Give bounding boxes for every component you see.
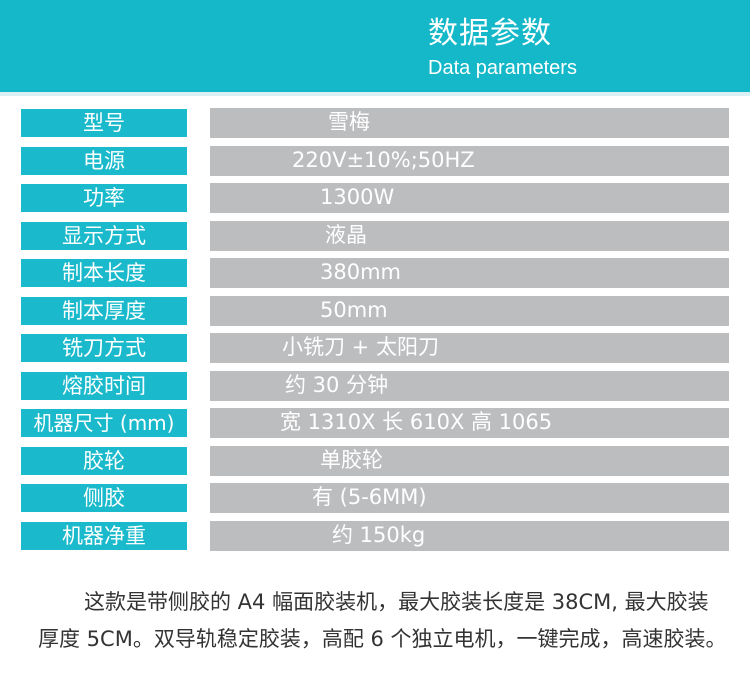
spec-value-cell: 宽 1310X 长 610X 高 1065 <box>210 408 729 438</box>
spec-value: 380mm <box>320 260 401 284</box>
spec-label: 铣刀方式 <box>20 333 188 363</box>
spec-row: 制本长度 380mm <box>0 258 750 288</box>
spec-value-cell: 约 30 分钟 <box>210 370 729 401</box>
spec-value-cell: 50mm <box>210 295 729 326</box>
header-banner: 数据参数 Data parameters <box>0 0 750 92</box>
spec-value: 雪梅 <box>328 110 370 134</box>
spec-row: 机器尺寸 (mm) 宽 1310X 长 610X 高 1065 <box>0 408 750 438</box>
spec-row: 机器净重 约 150kg <box>0 520 750 551</box>
spec-label: 胶轮 <box>20 445 188 476</box>
spec-row: 显示方式 液晶 <box>0 220 750 251</box>
spec-value: 宽 1310X 长 610X 高 1065 <box>280 410 553 434</box>
spec-value: 有 (5-6MM) <box>312 485 427 509</box>
page-subtitle: Data parameters <box>428 57 577 79</box>
product-description: 这款是带侧胶的 A4 幅面胶装机，最大胶装长度是 38CM, 最大胶装厚度 5C… <box>38 590 727 651</box>
spec-label: 熔胶时间 <box>20 370 188 401</box>
spec-row: 型号 雪梅 <box>0 108 750 138</box>
spec-value: 50mm <box>320 297 388 322</box>
spec-value-cell: 1300W <box>210 183 729 213</box>
spec-label: 机器尺寸 (mm) <box>20 408 188 438</box>
spec-row: 制本厚度 50mm <box>0 295 750 326</box>
spec-row: 胶轮 单胶轮 <box>0 445 750 476</box>
spec-value-cell: 220V±10%;50HZ <box>210 145 729 176</box>
spec-value: 1300W <box>320 185 395 209</box>
spec-value: 220V±10%;50HZ <box>292 147 475 172</box>
spec-value: 小铣刀 + 太阳刀 <box>282 335 439 359</box>
spec-row: 电源 220V±10%;50HZ <box>0 145 750 176</box>
spec-label: 制本长度 <box>20 258 188 288</box>
spec-value-cell: 雪梅 <box>210 108 729 138</box>
spec-value-cell: 小铣刀 + 太阳刀 <box>210 333 729 363</box>
spec-value: 液晶 <box>325 222 367 247</box>
header-divider <box>0 92 750 96</box>
spec-row: 熔胶时间 约 30 分钟 <box>0 370 750 401</box>
spec-label: 电源 <box>20 145 188 176</box>
spec-value-cell: 380mm <box>210 258 729 288</box>
spec-label: 型号 <box>20 108 188 138</box>
spec-value-cell: 液晶 <box>210 220 729 251</box>
spec-row: 铣刀方式 小铣刀 + 太阳刀 <box>0 333 750 363</box>
spec-value-cell: 约 150kg <box>210 520 729 551</box>
spec-label: 显示方式 <box>20 220 188 251</box>
spec-row: 侧胶 有 (5-6MM) <box>0 483 750 513</box>
spec-label: 侧胶 <box>20 483 188 513</box>
spec-value: 单胶轮 <box>320 447 383 472</box>
spec-label: 制本厚度 <box>20 295 188 326</box>
spec-value: 约 150kg <box>332 522 426 547</box>
spec-value-cell: 有 (5-6MM) <box>210 483 729 513</box>
spec-value: 约 30 分钟 <box>285 372 389 397</box>
page-title: 数据参数 <box>428 16 552 51</box>
spec-row: 功率 1300W <box>0 183 750 213</box>
spec-label: 功率 <box>20 183 188 213</box>
spec-label: 机器净重 <box>20 520 188 551</box>
spec-value-cell: 单胶轮 <box>210 445 729 476</box>
